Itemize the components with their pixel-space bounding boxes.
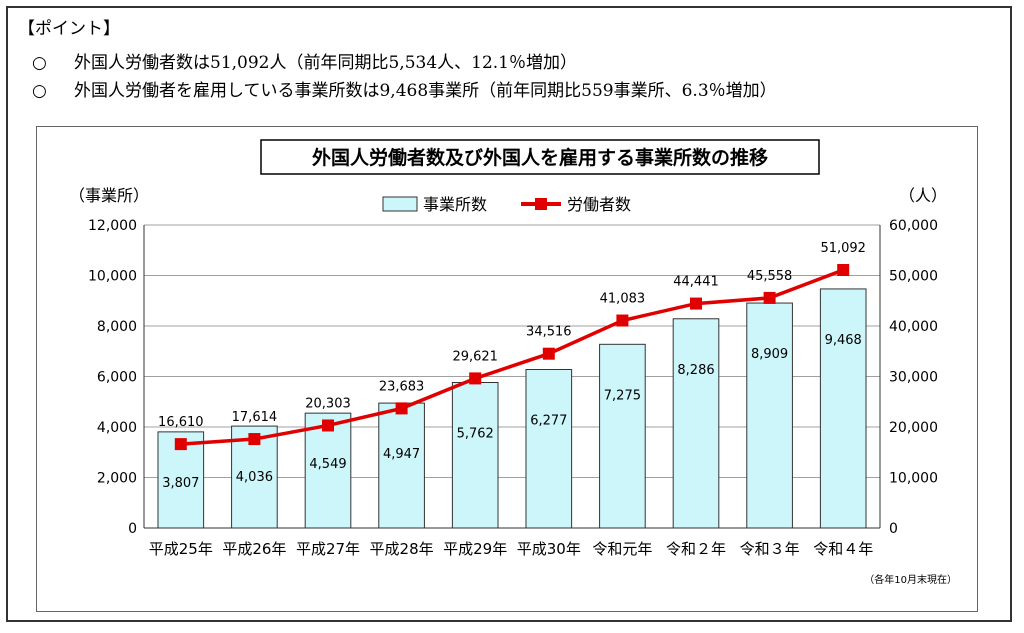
line-value-label: 45,558 (747, 269, 793, 284)
right-tick-label: 60,000 (889, 218, 938, 234)
bar (304, 412, 352, 529)
legend-bar-swatch (382, 196, 418, 212)
right-tick-label: 20,000 (889, 420, 938, 436)
point-item-text: 外国人労働者を雇用している事業所数は9,468事業所（前年同期比559事業所、6… (74, 81, 777, 101)
bar (157, 431, 205, 529)
left-tick-label: 2,000 (97, 471, 137, 487)
line-value-label: 20,303 (305, 396, 351, 411)
line-value-label: 41,083 (600, 292, 646, 307)
x-tick-label: 平成30年 (517, 540, 581, 558)
bar-value-label: 7,275 (604, 388, 641, 403)
line-value-label: 23,683 (379, 379, 425, 394)
line-value-label: 16,610 (158, 415, 204, 430)
chart: 外国人労働者数及び外国人を雇用する事業所数の推移 （事業所） （人） 事業所数 … (69, 139, 957, 586)
chart-title: 外国人労働者数及び外国人を雇用する事業所数の推移 (312, 146, 768, 169)
bar (525, 369, 573, 529)
point-item-2: ○ 外国人労働者を雇用している事業所数は9,468事業所（前年同期比559事業所、… (32, 76, 777, 101)
left-axis-unit: （事業所） (69, 186, 149, 205)
workers-line (180, 268, 844, 446)
x-tick-label: 令和元年 (592, 540, 652, 558)
line-marker (763, 291, 776, 304)
legend: 事業所数 労働者数 (382, 195, 631, 214)
line-marker (322, 419, 334, 432)
x-tick-label: 令和４年 (813, 540, 873, 558)
right-tick-label: 10,000 (889, 471, 938, 487)
line-marker (837, 263, 850, 276)
line-marker (542, 347, 555, 360)
page-frame (6, 6, 1012, 622)
chart-title-box (260, 139, 820, 175)
x-tick-label: 平成25年 (149, 540, 213, 558)
left-tick-label: 10,000 (88, 269, 137, 285)
right-axis-unit: （人） (899, 186, 947, 205)
left-tick-label: 0 (128, 521, 137, 537)
chart-note: （各年10月末現在） (864, 573, 957, 586)
line-value-label: 44,441 (673, 275, 719, 290)
x-tick-label: 平成27年 (296, 540, 360, 558)
bar-value-label: 4,036 (236, 470, 273, 485)
x-tick-label: 令和２年 (666, 540, 726, 558)
bar-value-label: 6,277 (530, 414, 567, 429)
bar (451, 382, 499, 529)
bar-value-label: 4,549 (309, 457, 346, 472)
line-value-label: 17,614 (232, 410, 278, 425)
bar-value-label: 4,947 (383, 447, 420, 462)
line-marker (616, 314, 629, 327)
bar (746, 302, 793, 529)
x-tick-label: 平成28年 (370, 540, 434, 558)
x-tick-label: 令和３年 (740, 540, 800, 558)
bar (672, 318, 720, 529)
x-tick-label: 平成29年 (443, 540, 507, 558)
point-item-1: ○ 外国人労働者数は51,092人（前年同期比5,534人、12.1％増加） (32, 48, 577, 73)
legend-line-label: 労働者数 (567, 195, 631, 214)
point-item-text: 外国人労働者数は51,092人（前年同期比5,534人、12.1％増加） (74, 53, 578, 73)
bar (819, 288, 867, 529)
left-tick-label: 6,000 (97, 370, 137, 386)
x-tick-label: 平成26年 (222, 540, 286, 558)
right-tick-label: 40,000 (889, 319, 938, 335)
plot-area: 0 0 2,000 10,000 4,000 20,000 6,000 30,000 8,000… (88, 218, 938, 558)
bar-value-label: 3,807 (162, 476, 199, 491)
line-marker (174, 438, 187, 451)
chart-container: 外国人労働者数及び外国人を雇用する事業所数の推移 （事業所） （人） 事業所数 … (36, 126, 978, 612)
bar-value-label: 9,468 (825, 333, 862, 348)
bar (599, 343, 646, 529)
left-tick-label: 4,000 (97, 420, 137, 436)
line-marker (248, 433, 261, 446)
bullet-mark: ○ (32, 81, 47, 101)
left-tick-label: 12,000 (88, 218, 137, 234)
legend-bar-label: 事業所数 (423, 195, 487, 214)
line-marker (395, 402, 408, 415)
right-tick-label: 0 (889, 521, 898, 537)
legend-line-marker (535, 198, 547, 210)
line-value-label: 51,092 (820, 241, 866, 256)
right-tick-label: 50,000 (889, 269, 938, 285)
left-tick-label: 8,000 (97, 319, 137, 335)
line-marker (469, 372, 482, 385)
bullet-mark: ○ (32, 53, 47, 73)
bar-value-label: 8,286 (677, 363, 714, 378)
line-marker (690, 297, 702, 310)
bar-value-label: 8,909 (751, 347, 788, 362)
line-value-label: 34,516 (526, 325, 572, 340)
point-heading: 【ポイント】 (18, 19, 120, 39)
bar (378, 402, 425, 529)
bar-value-label: 5,762 (457, 427, 494, 442)
right-tick-label: 30,000 (889, 370, 938, 386)
line-value-label: 29,621 (452, 349, 498, 364)
